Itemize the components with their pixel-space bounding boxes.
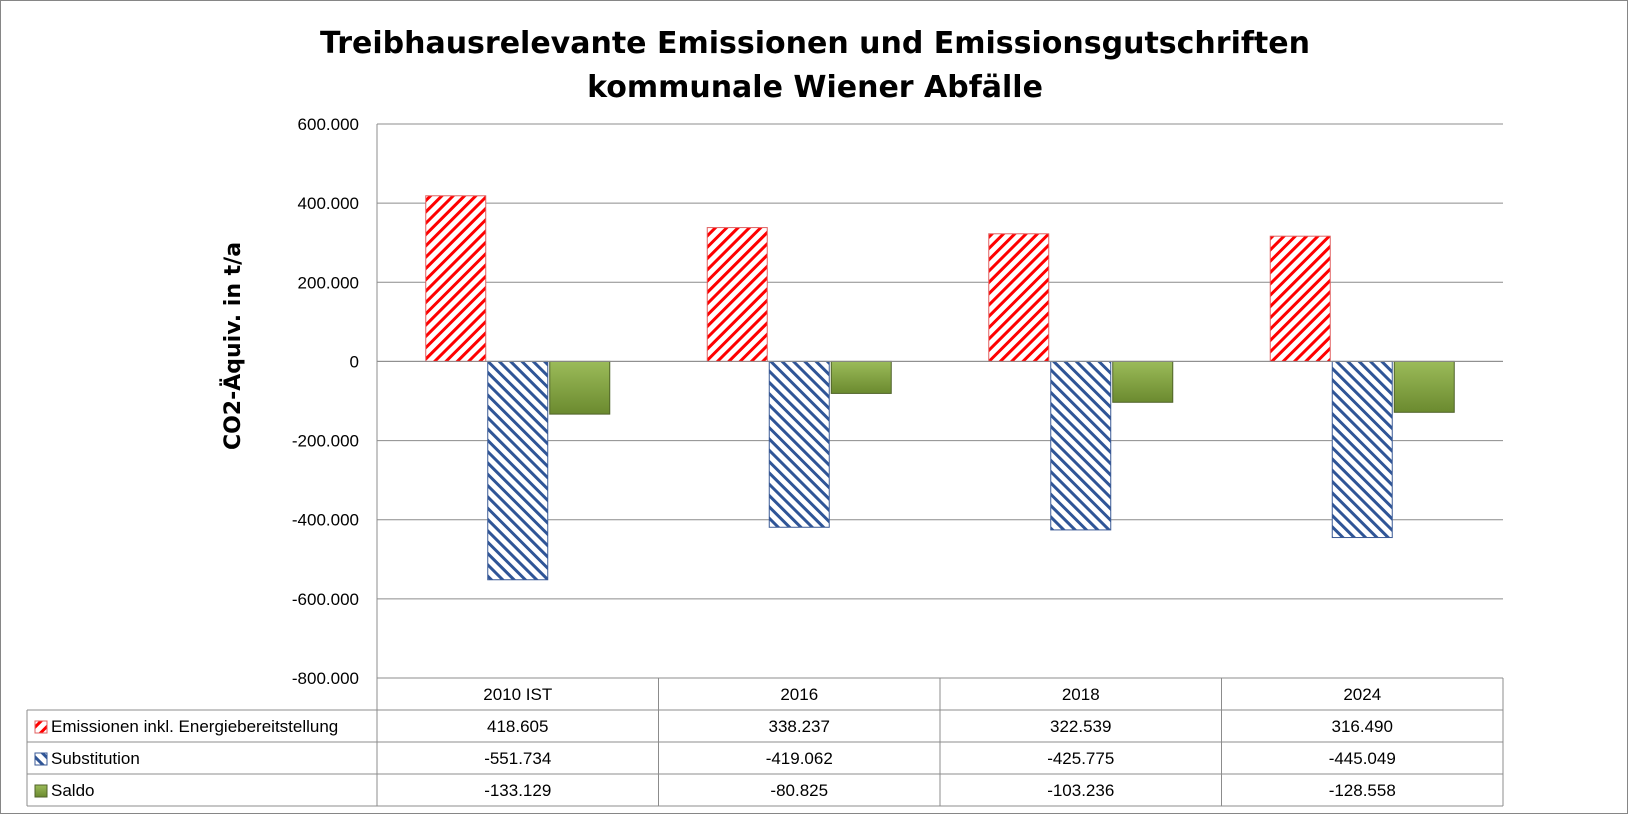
legend-entry: Substitution (51, 749, 140, 768)
bar-substitution (1050, 360, 1112, 531)
legend-entry: Saldo (51, 781, 94, 800)
y-tick-label: 400.000 (298, 194, 359, 213)
data-label: -103.236 (1047, 781, 1114, 800)
y-tick-label: 200.000 (298, 273, 359, 292)
legend-swatch (34, 784, 48, 798)
bar-substitution (768, 360, 830, 528)
category-label: 2010 IST (483, 685, 552, 704)
data-label: -425.775 (1047, 749, 1114, 768)
bar-emissionen (706, 227, 768, 362)
data-label: -419.062 (766, 749, 833, 768)
data-label: -80.825 (770, 781, 828, 800)
bar-saldo (549, 360, 611, 415)
legend-entry: Emissionen inkl. Energiebereitstellung (51, 717, 338, 736)
y-tick-label: -600.000 (292, 590, 359, 609)
data-label: 322.539 (1050, 717, 1111, 736)
bar-substitution (487, 360, 549, 581)
y-tick-label: 0 (350, 352, 359, 371)
data-label: -133.129 (484, 781, 551, 800)
y-tick-label: 600.000 (298, 115, 359, 134)
data-label: -551.734 (484, 749, 551, 768)
chart-title-line-1: Treibhausrelevante Emissionen und Emissi… (320, 26, 1310, 61)
bar-emissionen (988, 233, 1050, 362)
y-tick-label: -800.000 (292, 669, 359, 688)
data-table: 2010 IST 2016 2018 2024 Emissionen inkl. Ene… (26, 677, 1504, 807)
data-label: -445.049 (1329, 749, 1396, 768)
category-label: 2018 (1062, 685, 1100, 704)
category-label: 2024 (1343, 685, 1381, 704)
bar-saldo (830, 360, 892, 394)
legend-swatch (34, 720, 48, 734)
data-label: 338.237 (769, 717, 830, 736)
bars (377, 195, 1503, 581)
legend-swatch (34, 752, 48, 766)
data-label: 418.605 (487, 717, 548, 736)
bar-emissionen (425, 195, 487, 362)
category-label: 2016 (780, 685, 818, 704)
data-label: 316.490 (1332, 717, 1393, 736)
y-tick-label: -200.000 (292, 432, 359, 451)
bar-substitution (1331, 360, 1393, 539)
data-label: -128.558 (1329, 781, 1396, 800)
y-tick-label: -400.000 (292, 511, 359, 530)
bar-saldo (1393, 360, 1455, 413)
y-axis-label: CO2-Äquiv. in t/a (220, 242, 246, 450)
bar-emissionen (1269, 235, 1331, 362)
chart-title-line-2: kommunale Wiener Abfälle (587, 70, 1043, 105)
y-tick-labels: 600.000 400.000 200.000 0 -200.000 -400.000 -6… (292, 115, 359, 688)
bar-saldo (1112, 360, 1174, 403)
